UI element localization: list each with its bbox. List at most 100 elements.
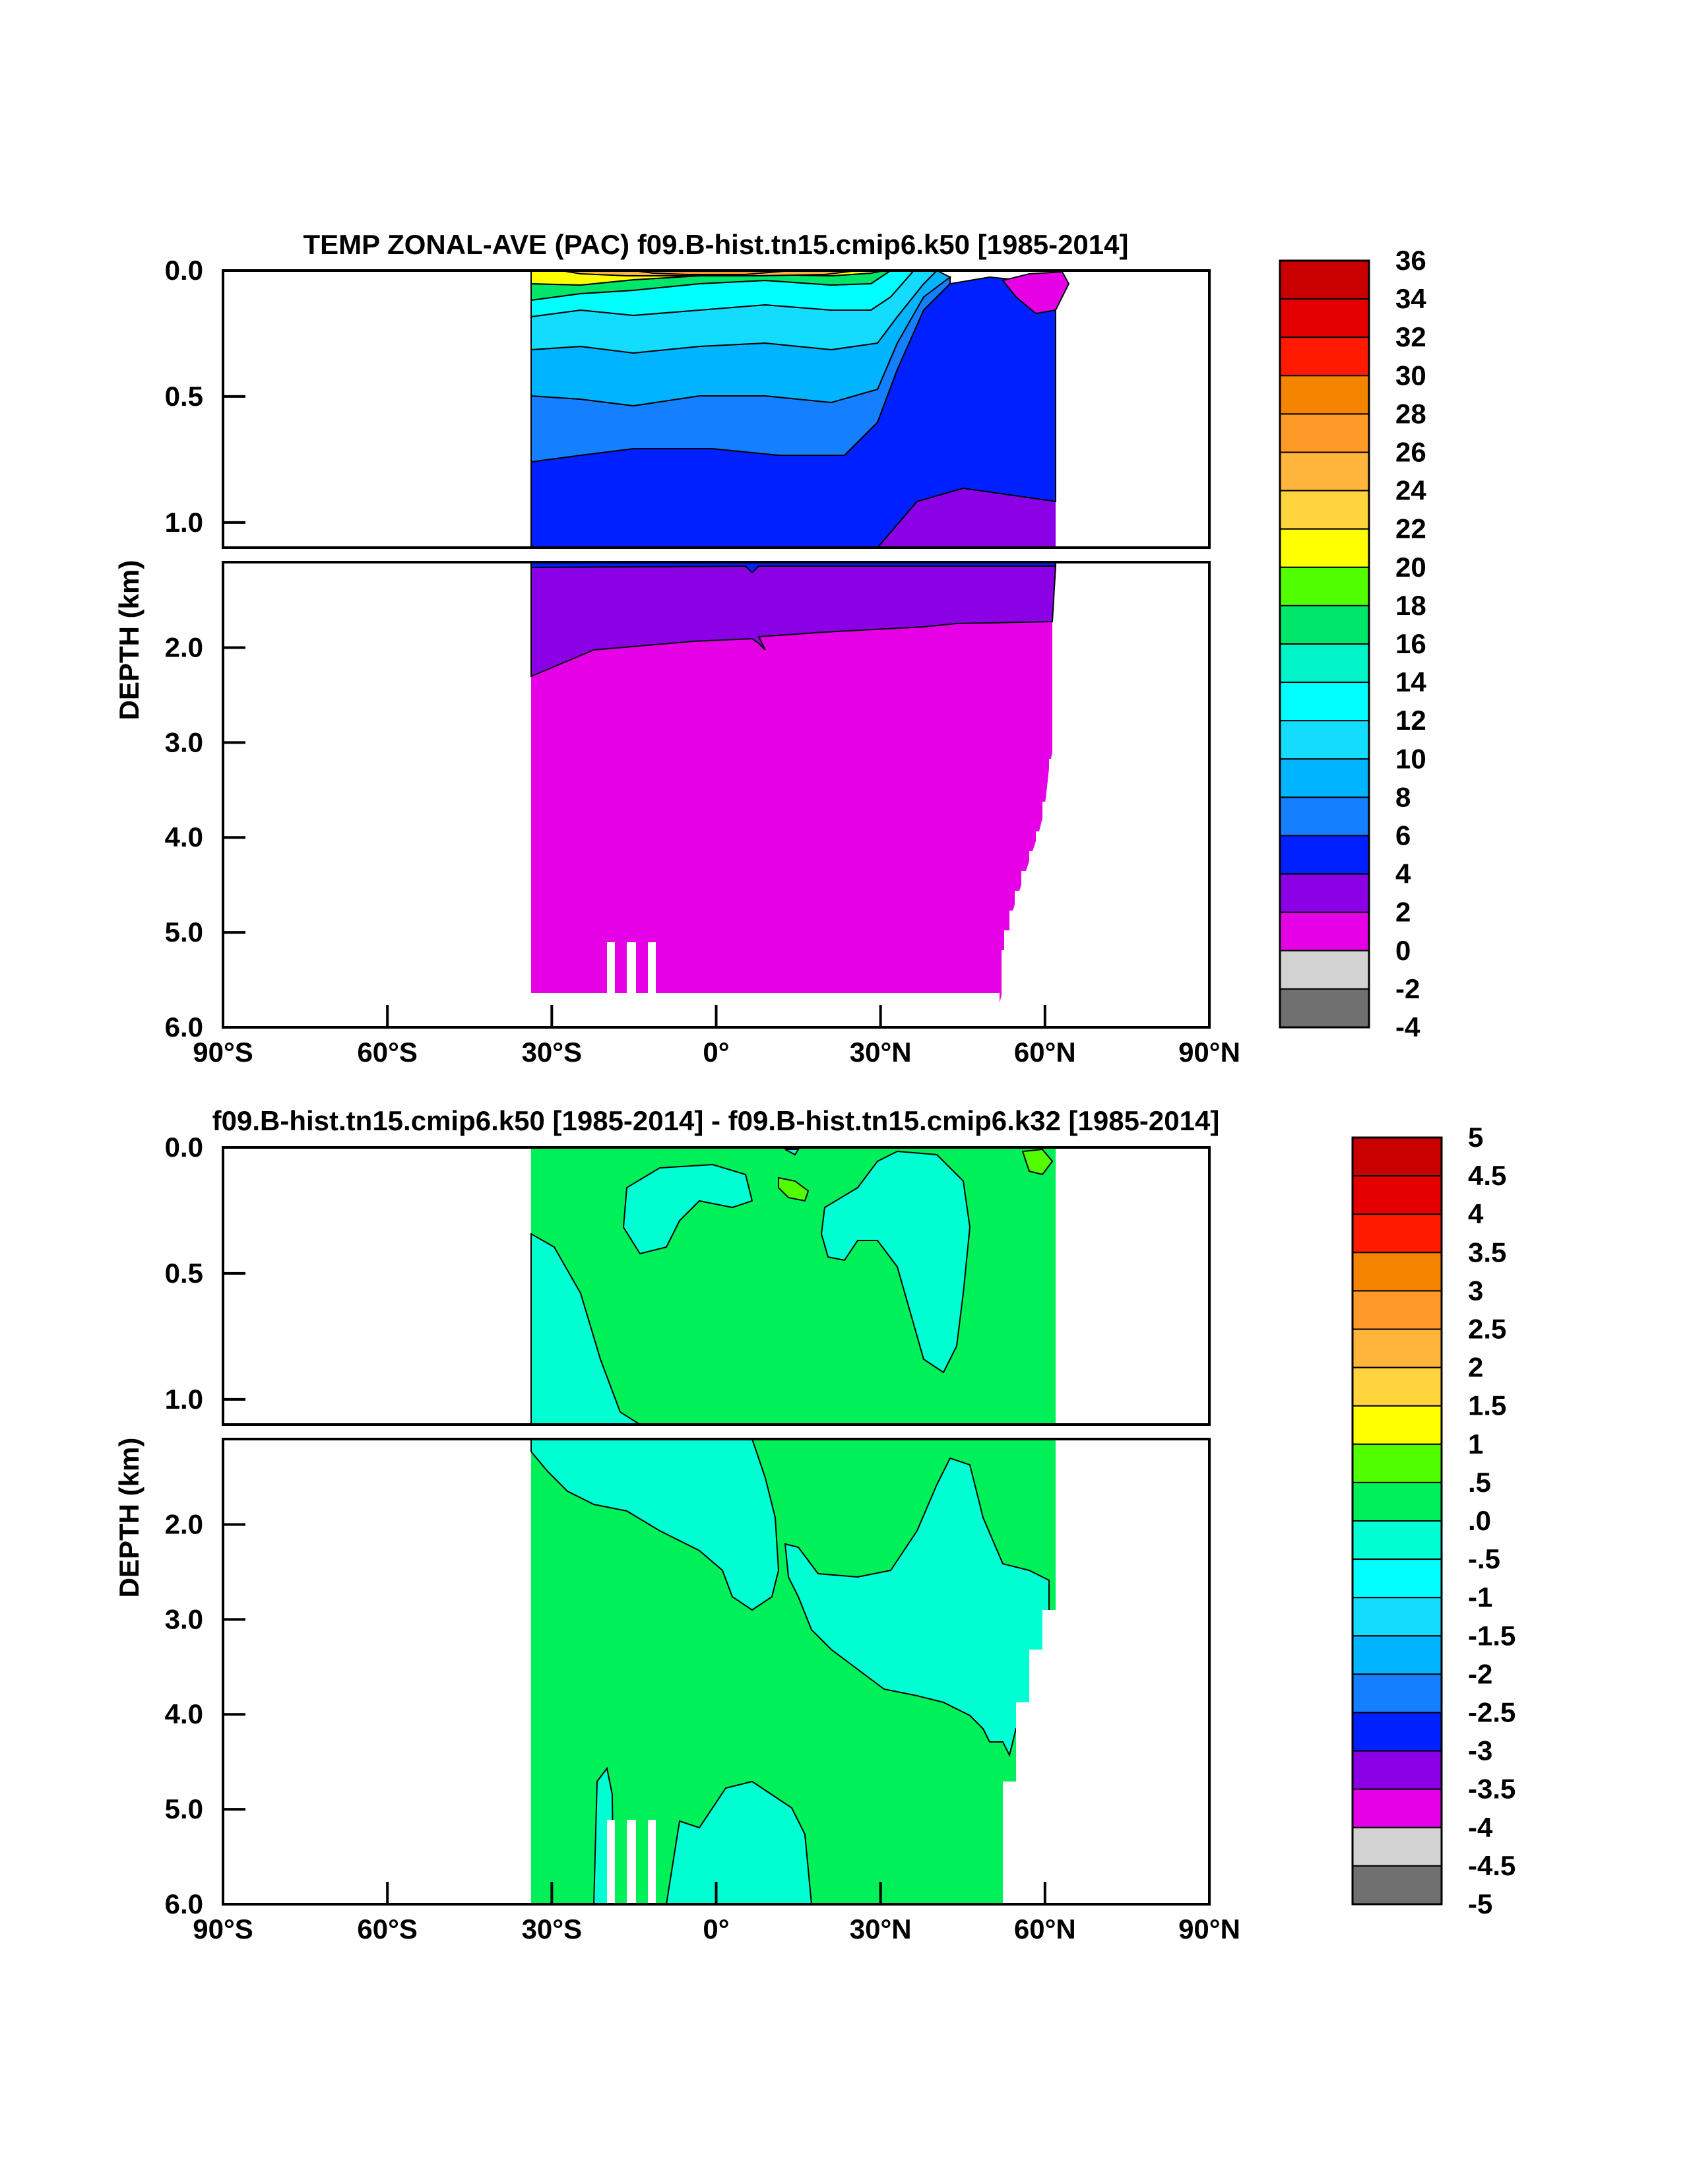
colorbar-label: -1 [1468, 1582, 1492, 1613]
colorbar-swatch [1352, 1635, 1442, 1675]
x-tick-label: 90°S [193, 1913, 253, 1944]
colorbar-label: -5 [1468, 1888, 1492, 1919]
bottom-land-gaps [607, 942, 656, 995]
colorbar-label: 26 [1395, 437, 1426, 468]
colorbar-label: 24 [1395, 475, 1426, 506]
colorbar-swatch [1279, 604, 1370, 645]
colorbar-swatch [1279, 758, 1370, 798]
colorbar-swatch [1279, 720, 1370, 760]
region-2-4-upper [877, 488, 1056, 548]
colorbar-swatch [1279, 298, 1370, 338]
colorbar-label: 34 [1395, 283, 1426, 314]
colorbar-label: 0 [1395, 935, 1411, 966]
y-tick-label: 0.5 [165, 1258, 203, 1289]
colorbar-label: 36 [1395, 245, 1426, 276]
x-tick-label: 60°S [357, 1037, 418, 1068]
colorbar-label: 16 [1395, 628, 1426, 659]
colorbar-label: 2 [1468, 1352, 1483, 1383]
region-warm-northeast [1002, 271, 1070, 315]
y-tick-label: 5.0 [165, 916, 203, 947]
colorbar-swatch [1352, 1443, 1442, 1483]
colorbar-label: -4 [1395, 1012, 1420, 1043]
y-tick-label: 6.0 [165, 1888, 203, 1919]
y-tick-label: 5.0 [165, 1793, 203, 1824]
colorbar-label: -4.5 [1468, 1850, 1515, 1881]
panel-1-ylabel: DEPTH (km) [113, 560, 144, 721]
colorbar-swatch [1279, 337, 1370, 377]
colorbar-label: 1.5 [1468, 1390, 1506, 1421]
colorbar-swatch [1352, 1481, 1442, 1522]
region-0-2-deep [531, 622, 1052, 1003]
colorbar-swatch [1352, 1520, 1442, 1560]
region-neg05-0-upper-west [530, 1439, 780, 1611]
panel-2-axes: 90°S 60°S 30°S 0° 30°N 60°N 90°N 0.0 0.5 1.0 2.0 3.… [165, 1132, 1240, 1944]
colorbar-swatch [1352, 1175, 1442, 1215]
colorbar-swatch [1279, 682, 1370, 722]
region-neg05-0-south [530, 1233, 641, 1425]
colorbar-swatch [1352, 1252, 1442, 1292]
colorbar-swatch [1352, 1865, 1442, 1905]
colorbar-swatch [1279, 413, 1370, 453]
colorbar-label: -.5 [1468, 1543, 1500, 1574]
colorbar-swatch [1279, 566, 1370, 606]
y-tick-label: 6.0 [165, 1012, 203, 1043]
colorbar-label: 2.5 [1468, 1314, 1506, 1345]
colorbar-swatch [1352, 1137, 1442, 1177]
panel-1-upper-frame [222, 269, 1211, 549]
colorbar-swatch [1279, 873, 1370, 913]
x-tick-label: 30°S [522, 1037, 583, 1068]
colorbar-label: 30 [1395, 360, 1426, 391]
y-tick-label: 1.0 [165, 1384, 203, 1415]
region-2-4-deep [530, 565, 1057, 678]
colorbar-label: .5 [1468, 1467, 1491, 1498]
x-tick-label: 60°N [1014, 1913, 1076, 1944]
colorbar-label: 28 [1395, 398, 1426, 429]
colorbar-swatch [1352, 1558, 1442, 1599]
x-tick-label: 90°S [193, 1037, 253, 1068]
y-tick-label: 3.0 [165, 1603, 203, 1634]
colorbar-label: 10 [1395, 743, 1426, 774]
colorbar-label: 2 [1395, 897, 1411, 928]
colorbar-swatch [1279, 796, 1370, 837]
y-tick-label: 2.0 [165, 631, 203, 662]
panel-1-lower-field [530, 562, 1062, 1003]
colorbar-label: -2.5 [1468, 1697, 1515, 1728]
panel-2-title: f09.B-hist.tn15.cmip6.k50 [1985-2014] - … [212, 1105, 1220, 1136]
x-tick-label: 30°N [850, 1037, 912, 1068]
colorbar-label: 20 [1395, 552, 1426, 583]
colorbar-label: 18 [1395, 590, 1426, 621]
colorbar-label: 14 [1395, 666, 1426, 697]
colorbar-label: -4 [1468, 1812, 1493, 1843]
panel-1-axes: 90°S 60°S 30°S 0° 30°N 60°N 90°N 0.0 0.5 1.0 2.0 3.… [165, 255, 1240, 1068]
region-neg05-0-bottom-east [665, 1780, 813, 1904]
colorbar-label: .0 [1468, 1505, 1491, 1536]
colorbar-swatch [1352, 1405, 1442, 1445]
colorbar-label: -3 [1468, 1735, 1492, 1766]
colorbar-label: 4 [1468, 1198, 1484, 1229]
colorbar-swatch [1352, 1750, 1442, 1790]
panel-2-upper-field [530, 1147, 1056, 1425]
colorbar-label: 3 [1468, 1275, 1483, 1306]
colorbar-swatch [1352, 1290, 1442, 1330]
colorbar-label: 32 [1395, 321, 1426, 352]
colorbar-label: -2 [1468, 1658, 1492, 1689]
y-tick-label: 3.0 [165, 726, 203, 757]
y-tick-label: 4.0 [165, 821, 203, 852]
y-tick-label: 4.0 [165, 1698, 203, 1729]
colorbar-label: 12 [1395, 705, 1426, 736]
y-tick-label: 0.0 [165, 255, 203, 286]
panel-1-title: TEMP ZONAL-AVE (PAC) f09.B-hist.tn15.cmi… [303, 229, 1129, 260]
colorbar-swatch [1279, 911, 1370, 951]
x-tick-label: 30°N [850, 1913, 912, 1944]
y-tick-label: 1.0 [165, 507, 203, 538]
y-tick-label: 0.0 [165, 1132, 203, 1163]
panel-2: f09.B-hist.tn15.cmip6.k50 [1985-2014] - … [113, 1105, 1240, 1944]
panel-2-ylabel: DEPTH (km) [113, 1438, 144, 1598]
colorbar-label: 5 [1468, 1122, 1483, 1153]
x-tick-label: 0° [703, 1913, 729, 1944]
colorbar-frame [1351, 1136, 1443, 1906]
region-05-1-blob [778, 1176, 810, 1202]
colorbar-swatch [1279, 260, 1370, 300]
